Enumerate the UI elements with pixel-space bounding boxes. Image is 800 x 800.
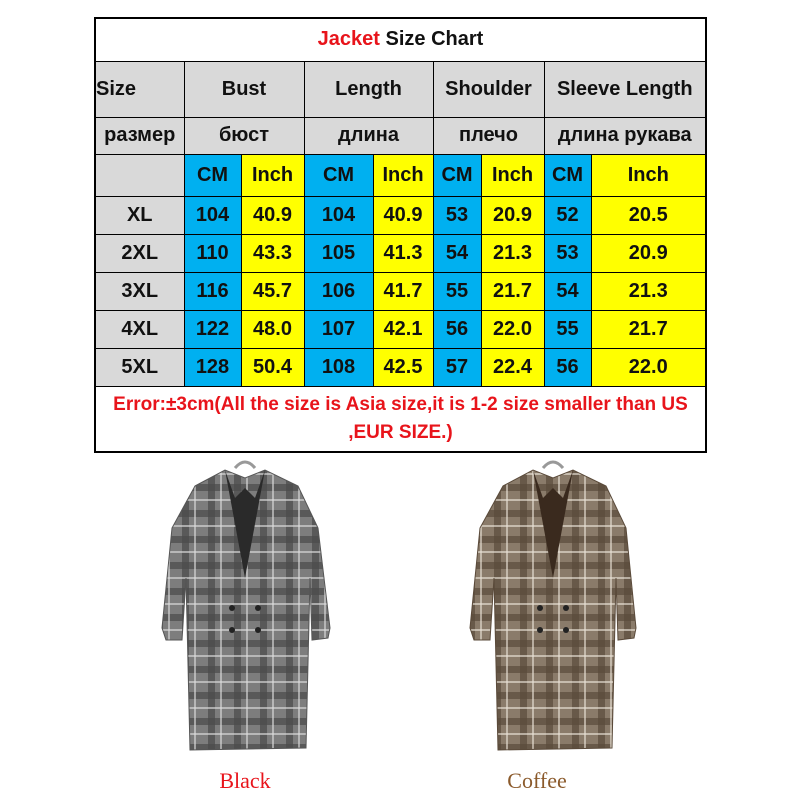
table-row: 5XL 128 50.4 108 42.5 57 22.4 56 22.0 [94,347,707,387]
size-value: 56 [432,309,482,349]
size-name: 2XL [94,233,185,273]
unit-header: CM [543,153,592,197]
size-value: 20.9 [590,233,707,273]
size-value: 48.0 [240,309,305,349]
size-value: 42.1 [372,309,434,349]
column-header: Shoulder [432,60,545,118]
size-value: 57 [432,347,482,387]
size-value: 104 [183,195,242,235]
size-value: 128 [183,347,242,387]
size-name: 3XL [94,271,185,311]
coat-coffee [469,460,637,751]
column-header-ru: бюст [183,116,305,155]
column-header-ru: длина рукава [543,116,707,155]
column-header: Sleeve Length [543,60,707,118]
table-row: 4XL 122 48.0 107 42.1 56 22.0 55 21.7 [94,309,707,349]
product-label: Black [219,768,270,793]
size-value: 105 [303,233,374,273]
size-value: 45.7 [240,271,305,311]
size-value: 21.3 [590,271,707,311]
size-value: 104 [303,195,374,235]
size-value: 107 [303,309,374,349]
size-value: 20.9 [480,195,545,235]
coat-black [161,460,331,751]
size-name: 5XL [94,347,185,387]
size-name: XL [94,195,185,235]
unit-header: Inch [372,153,434,197]
column-header-ru: длина [303,116,434,155]
size-value: 21.3 [480,233,545,273]
column-header: Size [94,60,185,118]
size-value: 55 [543,309,592,349]
table-row: 2XL 110 43.3 105 41.3 54 21.3 53 20.9 [94,233,707,273]
size-value: 41.3 [372,233,434,273]
unit-header: CM [183,153,242,197]
size-value: 53 [543,233,592,273]
table-row: XL 104 40.9 104 40.9 53 20.9 52 20.5 [94,195,707,235]
size-value: 21.7 [590,309,707,349]
column-header: Length [303,60,434,118]
size-value: 54 [543,271,592,311]
size-value: 52 [543,195,592,235]
size-value: 42.5 [372,347,434,387]
column-header-ru: размер [94,116,185,155]
title-rest: Size Chart [385,28,484,51]
size-value: 22.4 [480,347,545,387]
empty-cell [94,153,185,197]
size-value: 50.4 [240,347,305,387]
size-value: 56 [543,347,592,387]
size-value: 43.3 [240,233,305,273]
unit-header: CM [432,153,482,197]
table-row: размер бюст длина плечо длина рукава [94,116,707,155]
size-name: 4XL [94,309,185,349]
size-value: 54 [432,233,482,273]
size-value: 22.0 [480,309,545,349]
size-note: Error:±3cm(All the size is Asia size,it … [94,385,707,453]
product-images: Black Coffee [161,460,637,793]
size-value: 106 [303,271,374,311]
size-value: 22.0 [590,347,707,387]
table-row: CM Inch CM Inch CM Inch CM Inch [94,153,707,197]
size-value: 55 [432,271,482,311]
size-chart: Jacket Size Chart Size Bust Length Shoulder S… [94,17,707,453]
table-row: Size Bust Length Shoulder Sleeve Length [94,60,707,118]
table-row: Jacket Size Chart [94,17,707,62]
chart-title: Jacket Size Chart [94,17,707,62]
column-header: Bust [183,60,305,118]
unit-header: Inch [240,153,305,197]
title-highlight: Jacket [317,28,380,51]
size-value: 110 [183,233,242,273]
size-value: 122 [183,309,242,349]
size-value: 40.9 [372,195,434,235]
column-header-ru: плечо [432,116,545,155]
size-value: 41.7 [372,271,434,311]
table-row: Error:±3cm(All the size is Asia size,it … [94,385,707,453]
unit-header: Inch [480,153,545,197]
unit-header: Inch [590,153,707,197]
size-value: 40.9 [240,195,305,235]
product-label: Coffee [507,768,566,793]
size-value: 53 [432,195,482,235]
unit-header: CM [303,153,374,197]
size-value: 116 [183,271,242,311]
table-row: 3XL 116 45.7 106 41.7 55 21.7 54 21.3 [94,271,707,311]
size-value: 20.5 [590,195,707,235]
size-value: 108 [303,347,374,387]
size-value: 21.7 [480,271,545,311]
